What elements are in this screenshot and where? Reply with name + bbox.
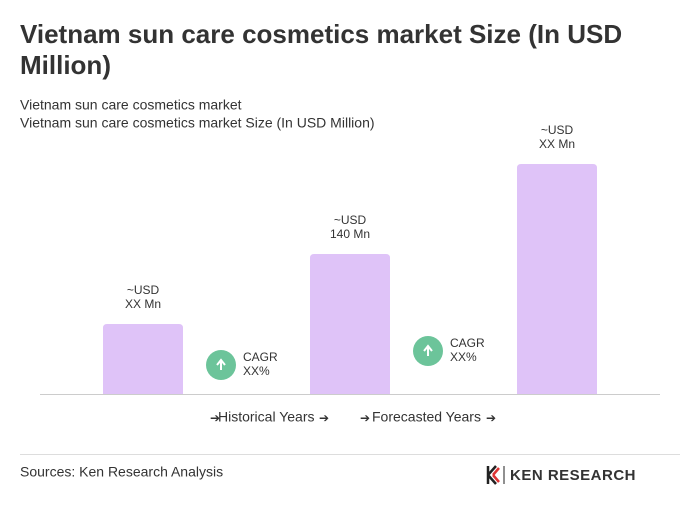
- logo: KEN RESEARCH: [486, 465, 636, 485]
- value-label: 140 Mn: [330, 227, 370, 241]
- arrow: ➔: [486, 411, 496, 425]
- cagr-label: CAGR: [450, 336, 485, 350]
- bar: [103, 324, 183, 394]
- arrow: ➔: [360, 411, 370, 425]
- value-label: ~USD: [541, 123, 574, 137]
- cagr-arrow: [423, 344, 433, 356]
- cagr-arrow: [216, 358, 226, 370]
- source: Sources: Ken Research Analysis: [20, 464, 223, 480]
- value-label: ~USD: [127, 283, 160, 297]
- bar: [310, 254, 390, 394]
- cagr-label: XX%: [243, 364, 270, 378]
- value-label: ~USD: [334, 213, 367, 227]
- period-label: Forecasted Years: [372, 409, 481, 425]
- subtitle: Vietnam sun care cosmetics market: [20, 97, 242, 113]
- cagr-label: XX%: [450, 350, 477, 364]
- brand: KEN RESEARCH: [510, 467, 636, 484]
- bar: [517, 164, 597, 394]
- arrow: ➔: [210, 411, 220, 425]
- value-label: XX Mn: [539, 137, 575, 151]
- subtitle: Vietnam sun care cosmetics market Size (…: [20, 115, 375, 131]
- arrow: ➔: [319, 411, 329, 425]
- period-label: Historical Years: [218, 409, 315, 425]
- chart-title: Vietnam sun care cosmetics market Size (…: [20, 19, 622, 80]
- cagr-label: CAGR: [243, 350, 278, 364]
- value-label: XX Mn: [125, 297, 161, 311]
